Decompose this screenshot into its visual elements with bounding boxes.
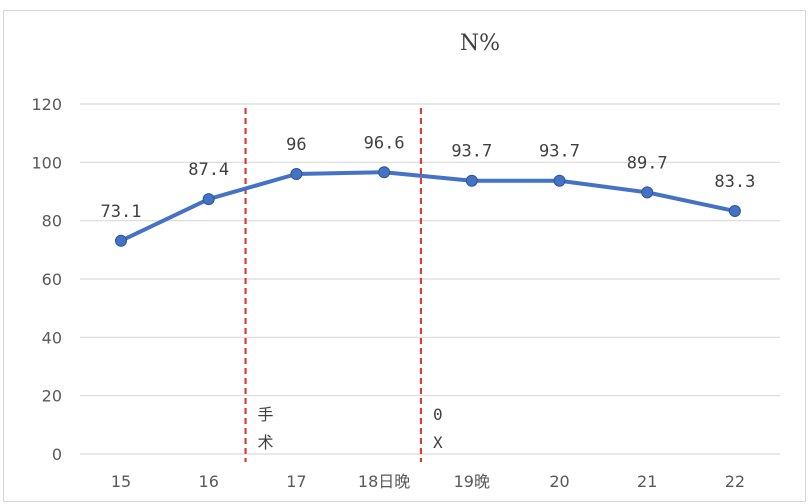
data-point — [641, 186, 654, 199]
annotation-text: 手 — [258, 405, 274, 424]
y-tick-label: 100 — [31, 153, 62, 172]
annotation-text: X — [433, 433, 443, 452]
data-label: 93.7 — [539, 142, 580, 162]
data-label: 83.3 — [714, 172, 755, 192]
gridlines — [80, 103, 780, 455]
chart-title: N% — [460, 31, 500, 56]
annotation-text: 0 — [433, 405, 443, 424]
data-point — [378, 166, 391, 179]
y-axis-ticks: 0 20 40 60 80 100 120 — [31, 95, 62, 464]
annotations: 手术 0 X — [244, 108, 443, 462]
x-tick-label: 17 — [286, 472, 306, 491]
series-line — [119, 170, 737, 243]
x-tick-label: 22 — [725, 472, 745, 491]
data-point — [115, 234, 127, 247]
x-tick-label: 18日晚 — [358, 472, 410, 491]
data-point — [465, 174, 478, 187]
data-label: 96 — [286, 135, 306, 155]
data-label: 93.7 — [451, 142, 492, 162]
data-point — [553, 174, 566, 187]
chart-frame — [3, 10, 806, 502]
data-point — [290, 168, 303, 180]
x-axis-ticks: 15 16 17 18日晚 19晚 20 21 22 — [111, 472, 745, 491]
x-tick-label: 19晚 — [454, 472, 490, 491]
x-tick-label: 21 — [637, 472, 657, 491]
data-label: 87.4 — [188, 160, 229, 180]
y-tick-label: 60 — [42, 270, 62, 289]
y-tick-label: 120 — [31, 95, 62, 114]
data-label: 96.6 — [364, 133, 405, 153]
y-tick-label: 40 — [42, 328, 62, 347]
y-tick-label: 80 — [42, 212, 62, 231]
data-label: 89.7 — [627, 153, 668, 173]
data-labels: 73.1 87.4 96 96.6 93.7 93.7 89.7 83.3 — [101, 133, 756, 222]
x-tick-label: 20 — [549, 472, 569, 491]
y-tick-label: 0 — [52, 445, 62, 464]
annotation-text: 术 — [258, 433, 274, 452]
x-tick-label: 15 — [111, 472, 131, 491]
data-point — [728, 205, 741, 218]
data-point — [202, 193, 215, 206]
y-tick-label: 20 — [42, 387, 62, 406]
series — [115, 166, 741, 247]
data-label: 73.1 — [101, 202, 142, 222]
x-tick-label: 16 — [199, 472, 219, 491]
